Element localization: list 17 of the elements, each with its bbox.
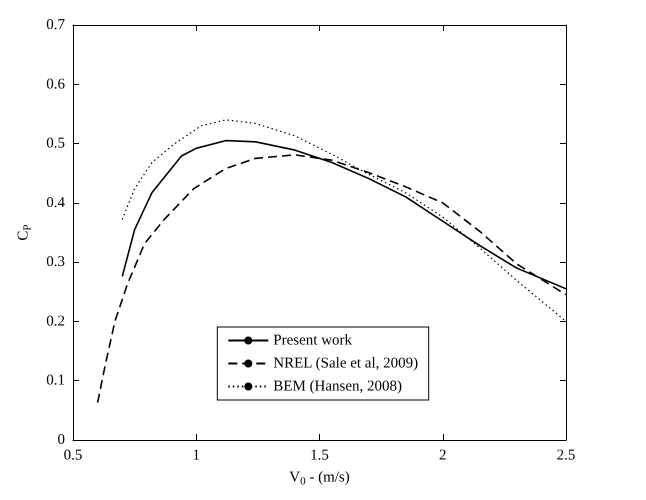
x-tick-label: 1 [192, 448, 200, 464]
y-tick-label: 0.4 [46, 194, 66, 211]
y-tick-label: 0.7 [46, 17, 66, 33]
x-tick-label: 2 [439, 448, 446, 464]
y-tick-label: 0.5 [46, 136, 65, 152]
y-tick-label: 0.1 [46, 372, 65, 389]
y-axis-title: CP [16, 224, 34, 241]
x-tick-label: 0.5 [64, 448, 82, 464]
legend-label: NREL (Sale et al, 2009) [273, 356, 418, 372]
x-tick-label: 1.5 [310, 448, 329, 464]
y-tick-label: 0.6 [46, 76, 66, 92]
x-tick-label: 2.5 [556, 448, 576, 464]
legend-label: Present work [273, 332, 353, 348]
y-tick-label: 0.3 [46, 254, 65, 270]
y-tick-label: 0 [58, 432, 65, 448]
legend-label: BEM (Hansen, 2008) [273, 378, 402, 394]
y-tick-label: 0.2 [46, 313, 65, 330]
